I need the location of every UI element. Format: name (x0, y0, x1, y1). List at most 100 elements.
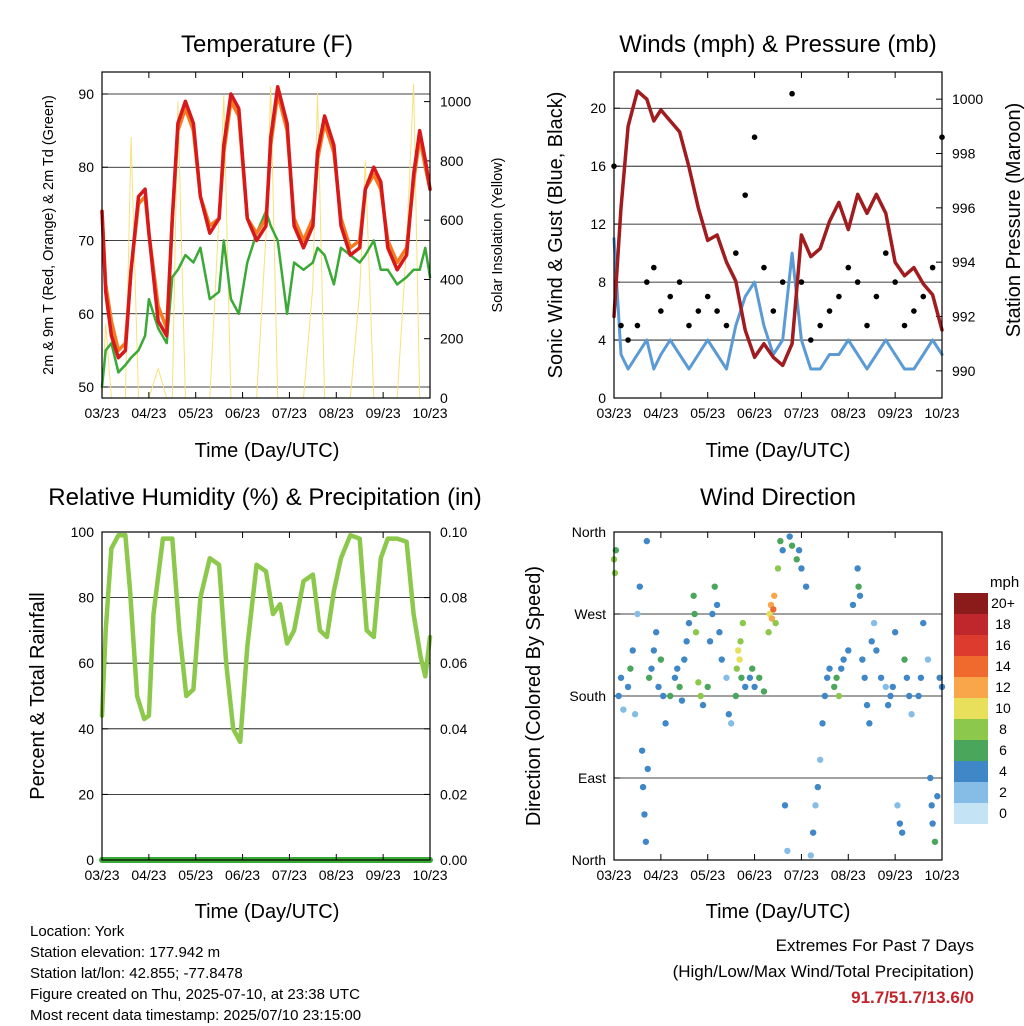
temperature-y-tick-label: 80 (78, 159, 94, 175)
gust-point (751, 134, 758, 140)
wind-direction-point (889, 683, 896, 691)
humidity-y-tick-label: 60 (78, 655, 94, 671)
gust-point (817, 322, 823, 329)
temperature-y2-tick-label: 400 (440, 271, 464, 287)
wind-direction-point (891, 629, 899, 636)
winds-x-tick-label: 10/23 (924, 405, 959, 421)
temperature-y-axis-title: 2m & 9m T (Red, Orange) & 2m Td (Green) (41, 95, 57, 375)
temperature-x-tick-label: 06/23 (225, 405, 260, 421)
humidity-x-tick-label: 03/23 (84, 867, 119, 883)
winds-x-tick-label: 04/23 (643, 405, 678, 421)
wind-direction-point (855, 583, 862, 590)
gust-point (873, 293, 880, 300)
humidity-y-tick-label: 40 (78, 721, 94, 737)
humidity-y2-tick-label: 0.00 (440, 852, 467, 868)
wind-direction-point (690, 592, 697, 599)
humidity-x-tick-label: 08/23 (319, 867, 354, 883)
wind-direction-point (742, 683, 749, 691)
wind-direction-point (781, 802, 789, 809)
temperature-y-tick-label: 60 (78, 306, 94, 322)
wind-direction-point (859, 656, 866, 663)
wind-direction-point (733, 665, 740, 672)
wind-direction-point (826, 665, 833, 672)
wind-direction-point (771, 592, 778, 599)
wind-direction-point (655, 683, 662, 691)
wind-direction-point (746, 674, 754, 681)
humidity-x-tick-label: 04/23 (131, 867, 166, 883)
legend-label: 2 (999, 784, 1007, 800)
temperature-y-tick-label: 50 (78, 379, 94, 395)
wind-direction-point (816, 756, 824, 763)
wind-direction-point (887, 692, 894, 700)
wind-direction-point (784, 847, 791, 855)
humidity-y2-tick-label: 0.06 (440, 655, 467, 671)
wind-direction-point (934, 793, 941, 800)
wind-direction-point (814, 783, 822, 791)
legend-swatch (954, 740, 988, 761)
elevation-text: Station elevation: 177.942 m (30, 944, 221, 961)
wind-direction-point (723, 674, 730, 681)
gust-point (920, 293, 927, 300)
wind-direction-point (631, 711, 639, 718)
winds-y-tick-label: 0 (598, 390, 606, 406)
wind-direction-point (749, 665, 756, 672)
gust-point (676, 279, 683, 285)
temperature-y2-tick-label: 200 (440, 331, 464, 347)
gust-point (695, 308, 702, 314)
wind-direction-point (924, 656, 932, 663)
wind-direction-point (920, 619, 927, 627)
recent-data-text: Most recent data timestamp: 2025/07/10 2… (30, 1007, 362, 1024)
winds-y-tick-label: 12 (590, 216, 606, 232)
gust-point (618, 322, 624, 329)
gust-point (826, 308, 833, 314)
temperature-x-tick-label: 04/23 (131, 405, 166, 421)
humidity-y2-tick-label: 0.10 (440, 524, 467, 540)
winds-y2-axis-title: Station Pressure (Maroon) (1003, 103, 1024, 338)
humidity-x-axis-title: Time (Day/UTC) (195, 901, 340, 923)
temperature-panel: Temperature (F) 50 60 70 80 90 0 200 400 600 800 1… (41, 31, 506, 462)
wind-direction-point (756, 674, 763, 681)
wind-direction-point (927, 774, 934, 782)
winds-x-tick-label: 08/23 (831, 405, 866, 421)
wind-direction-point (699, 701, 707, 709)
wind-direction-point (795, 547, 803, 554)
wind-direction-point (725, 711, 732, 718)
wind-direction-point (683, 638, 690, 645)
wind-direction-point (695, 679, 702, 686)
gust-point (789, 90, 795, 97)
wind-direction-point (652, 629, 660, 636)
winds-y2-tick-label: 992 (952, 309, 976, 325)
temperature-x-axis-title: Time (Day/UTC) (195, 440, 340, 462)
legend-swatch (954, 698, 988, 719)
humidity-x-tick-label: 05/23 (178, 867, 213, 883)
legend-label: 18 (995, 616, 1011, 632)
wind-direction-point (642, 838, 650, 845)
wind-direction-point (786, 533, 793, 540)
wind-direction-point (650, 647, 658, 654)
gust-point (808, 337, 814, 343)
wind-direction-point (812, 802, 819, 809)
direction-y-tick-label: South (569, 688, 606, 704)
wind-direction-point (739, 619, 747, 627)
legend-swatch (954, 593, 988, 614)
winds-x-tick-label: 07/23 (784, 405, 819, 421)
legend-label: 16 (995, 637, 1011, 653)
temperature-y2-tick-label: 600 (440, 212, 464, 228)
winds-y2-tick-label: 990 (952, 363, 976, 379)
gust-point (911, 308, 917, 314)
direction-x-tick-label: 07/23 (784, 867, 819, 883)
wind-direction-point (645, 674, 653, 681)
winds-plot-frame (613, 71, 943, 399)
wind-direction-point (667, 692, 674, 700)
temperature-y2-tick-label: 0 (440, 390, 448, 406)
winds-y-tick-label: 4 (598, 332, 606, 348)
direction-x-tick-label: 10/23 (924, 867, 959, 883)
direction-x-tick-label: 04/23 (643, 867, 678, 883)
wind-direction-point (873, 647, 880, 654)
wind-direction-point (617, 674, 625, 681)
wind-direction-point (711, 583, 718, 590)
gust-point (658, 308, 664, 314)
wind-direction-point (809, 829, 817, 836)
wind-direction-point (863, 701, 871, 709)
